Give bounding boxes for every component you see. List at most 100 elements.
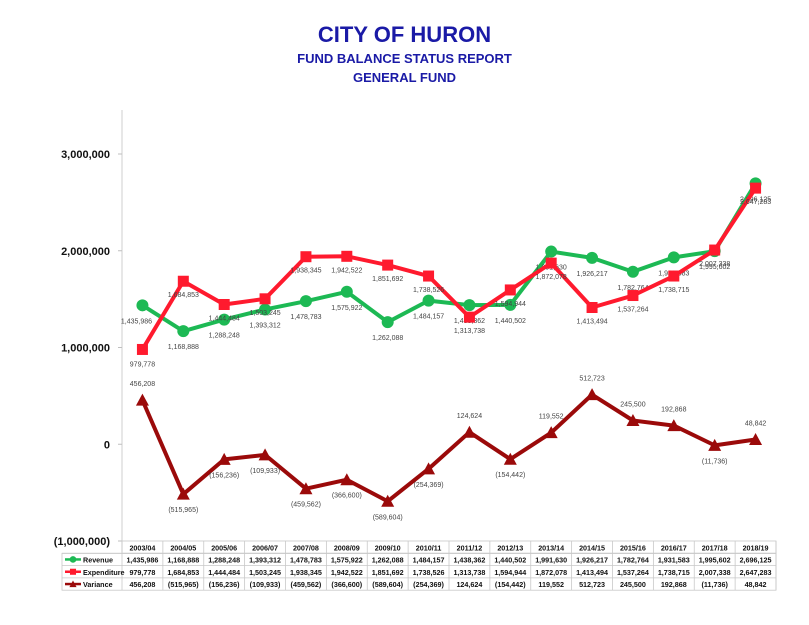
variance-point [217, 452, 231, 465]
revenue-table-value: 1,931,583 [658, 556, 690, 565]
expenditure-table-value: 1,872,078 [535, 568, 567, 577]
category-label: 2017/18 [702, 543, 728, 552]
expenditure-data-label: 1,851,692 [372, 276, 403, 283]
variance-data-label: (109,933) [250, 468, 280, 475]
expenditure-point [423, 270, 435, 282]
expenditure-point [668, 270, 680, 282]
expenditure-table-value: 2,647,283 [740, 568, 772, 577]
variance-data-label: (459,562) [291, 502, 321, 509]
revenue-data-label: 1,435,986 [121, 318, 152, 325]
variance-data-label: 119,552 [539, 414, 564, 421]
category-label: 2005/06 [211, 543, 237, 552]
expenditure-table-value: 1,938,345 [290, 568, 322, 577]
expenditure-legend-label: Expenditure [83, 568, 125, 577]
y-tick-label: (1,000,000) [54, 536, 111, 548]
variance-legend-swatch-marker [69, 580, 77, 588]
expenditure-data-label: 1,738,526 [413, 287, 444, 294]
category-label: 2007/08 [293, 543, 319, 552]
variance-data-label: 48,842 [745, 421, 767, 428]
y-tick-label: 1,000,000 [61, 343, 110, 355]
variance-point [462, 425, 476, 438]
variance-point [340, 473, 354, 486]
category-label: 2010/11 [416, 543, 442, 552]
revenue-point [504, 298, 517, 311]
expenditure-point [545, 257, 557, 269]
y-tick-label: 2,000,000 [61, 246, 110, 258]
category-label: 2006/07 [252, 543, 278, 552]
report-subtitle: FUND BALANCE STATUS REPORT [297, 51, 512, 66]
revenue-table-value: 1,438,362 [453, 556, 485, 565]
revenue-legend-label: Revenue [83, 556, 113, 565]
revenue-table-value: 1,168,888 [167, 556, 199, 565]
expenditure-data-label: 1,594,944 [495, 301, 526, 308]
revenue-point [381, 316, 394, 329]
revenue-table-value: 1,262,088 [372, 556, 404, 565]
revenue-table-value: 1,991,630 [535, 556, 567, 565]
revenue-data-label: 2,696,125 [740, 196, 771, 203]
expenditure-data-label: 1,313,738 [454, 328, 485, 335]
variance-table-value: 456,208 [129, 580, 155, 589]
variance-point [626, 413, 640, 426]
expenditure-table-value: 1,942,522 [331, 568, 363, 577]
revenue-table-value: 1,782,764 [617, 556, 649, 565]
revenue-point [422, 294, 435, 307]
revenue-point [218, 313, 231, 326]
variance-data-label: 245,500 [620, 401, 645, 408]
variance-table-value: (589,604) [372, 580, 403, 589]
expenditure-data-label: 1,872,078 [536, 274, 567, 281]
variance-point [258, 448, 272, 461]
category-label: 2016/17 [661, 543, 687, 552]
revenue-point [299, 295, 312, 308]
revenue-data-label: 1,575,922 [331, 305, 362, 312]
expenditure-table-value: 2,007,338 [699, 568, 731, 577]
revenue-table-value: 1,926,217 [576, 556, 608, 565]
variance-point [585, 388, 599, 401]
variance-table-value: 119,552 [538, 580, 564, 589]
expenditure-table-value: 1,738,526 [413, 568, 445, 577]
category-label: 2014/15 [579, 543, 605, 552]
category-label: 2012/13 [497, 543, 523, 552]
expenditure-point [218, 298, 230, 310]
category-label: 2003/04 [129, 543, 155, 552]
variance-data-label: 456,208 [130, 381, 155, 388]
expenditure-point [382, 259, 394, 271]
variance-data-label: (11,736) [702, 458, 728, 465]
variance-table-value: (11,736) [702, 580, 729, 589]
variance-point [708, 438, 722, 451]
variance-table-value: (254,369) [413, 580, 444, 589]
category-label: 2013/14 [538, 543, 564, 552]
variance-point [544, 426, 558, 439]
revenue-line [141, 182, 758, 334]
variance-point [503, 452, 517, 465]
report-title: CITY OF HURON [317, 22, 492, 47]
expenditure-data-label: 1,684,853 [168, 292, 199, 299]
variance-point [381, 494, 395, 507]
revenue-point [545, 245, 558, 258]
revenue-data-label: 1,782,764 [617, 285, 648, 292]
expenditure-table-value: 1,851,692 [372, 568, 404, 577]
revenue-table-value: 1,393,312 [249, 556, 281, 565]
variance-line [140, 392, 756, 504]
variance-point [135, 393, 149, 406]
expenditure-data-label: 979,778 [130, 361, 155, 368]
category-label: 2011/12 [457, 543, 483, 552]
variance-point [422, 462, 436, 475]
revenue-point [586, 251, 599, 264]
expenditure-table-value: 1,684,853 [167, 568, 199, 577]
revenue-data-label: 1,440,502 [495, 318, 526, 325]
expenditure-table-value: 1,594,944 [494, 568, 526, 577]
revenue-data-label: 1,288,248 [209, 333, 240, 340]
expenditure-point [709, 244, 721, 256]
expenditure-table-value: 1,413,494 [576, 568, 608, 577]
variance-data-label: 192,868 [661, 407, 686, 414]
expenditure-table-value: 1,738,715 [658, 568, 690, 577]
variance-table-value: (515,965) [168, 580, 199, 589]
expenditure-data-label: 1,413,494 [576, 318, 607, 325]
variance-data-label: (154,442) [495, 472, 525, 479]
expenditure-point [504, 284, 516, 296]
revenue-data-label: 1,393,312 [249, 322, 280, 329]
category-label: 2009/10 [375, 543, 401, 552]
variance-table-value: (156,236) [209, 580, 240, 589]
expenditure-point [136, 343, 148, 355]
